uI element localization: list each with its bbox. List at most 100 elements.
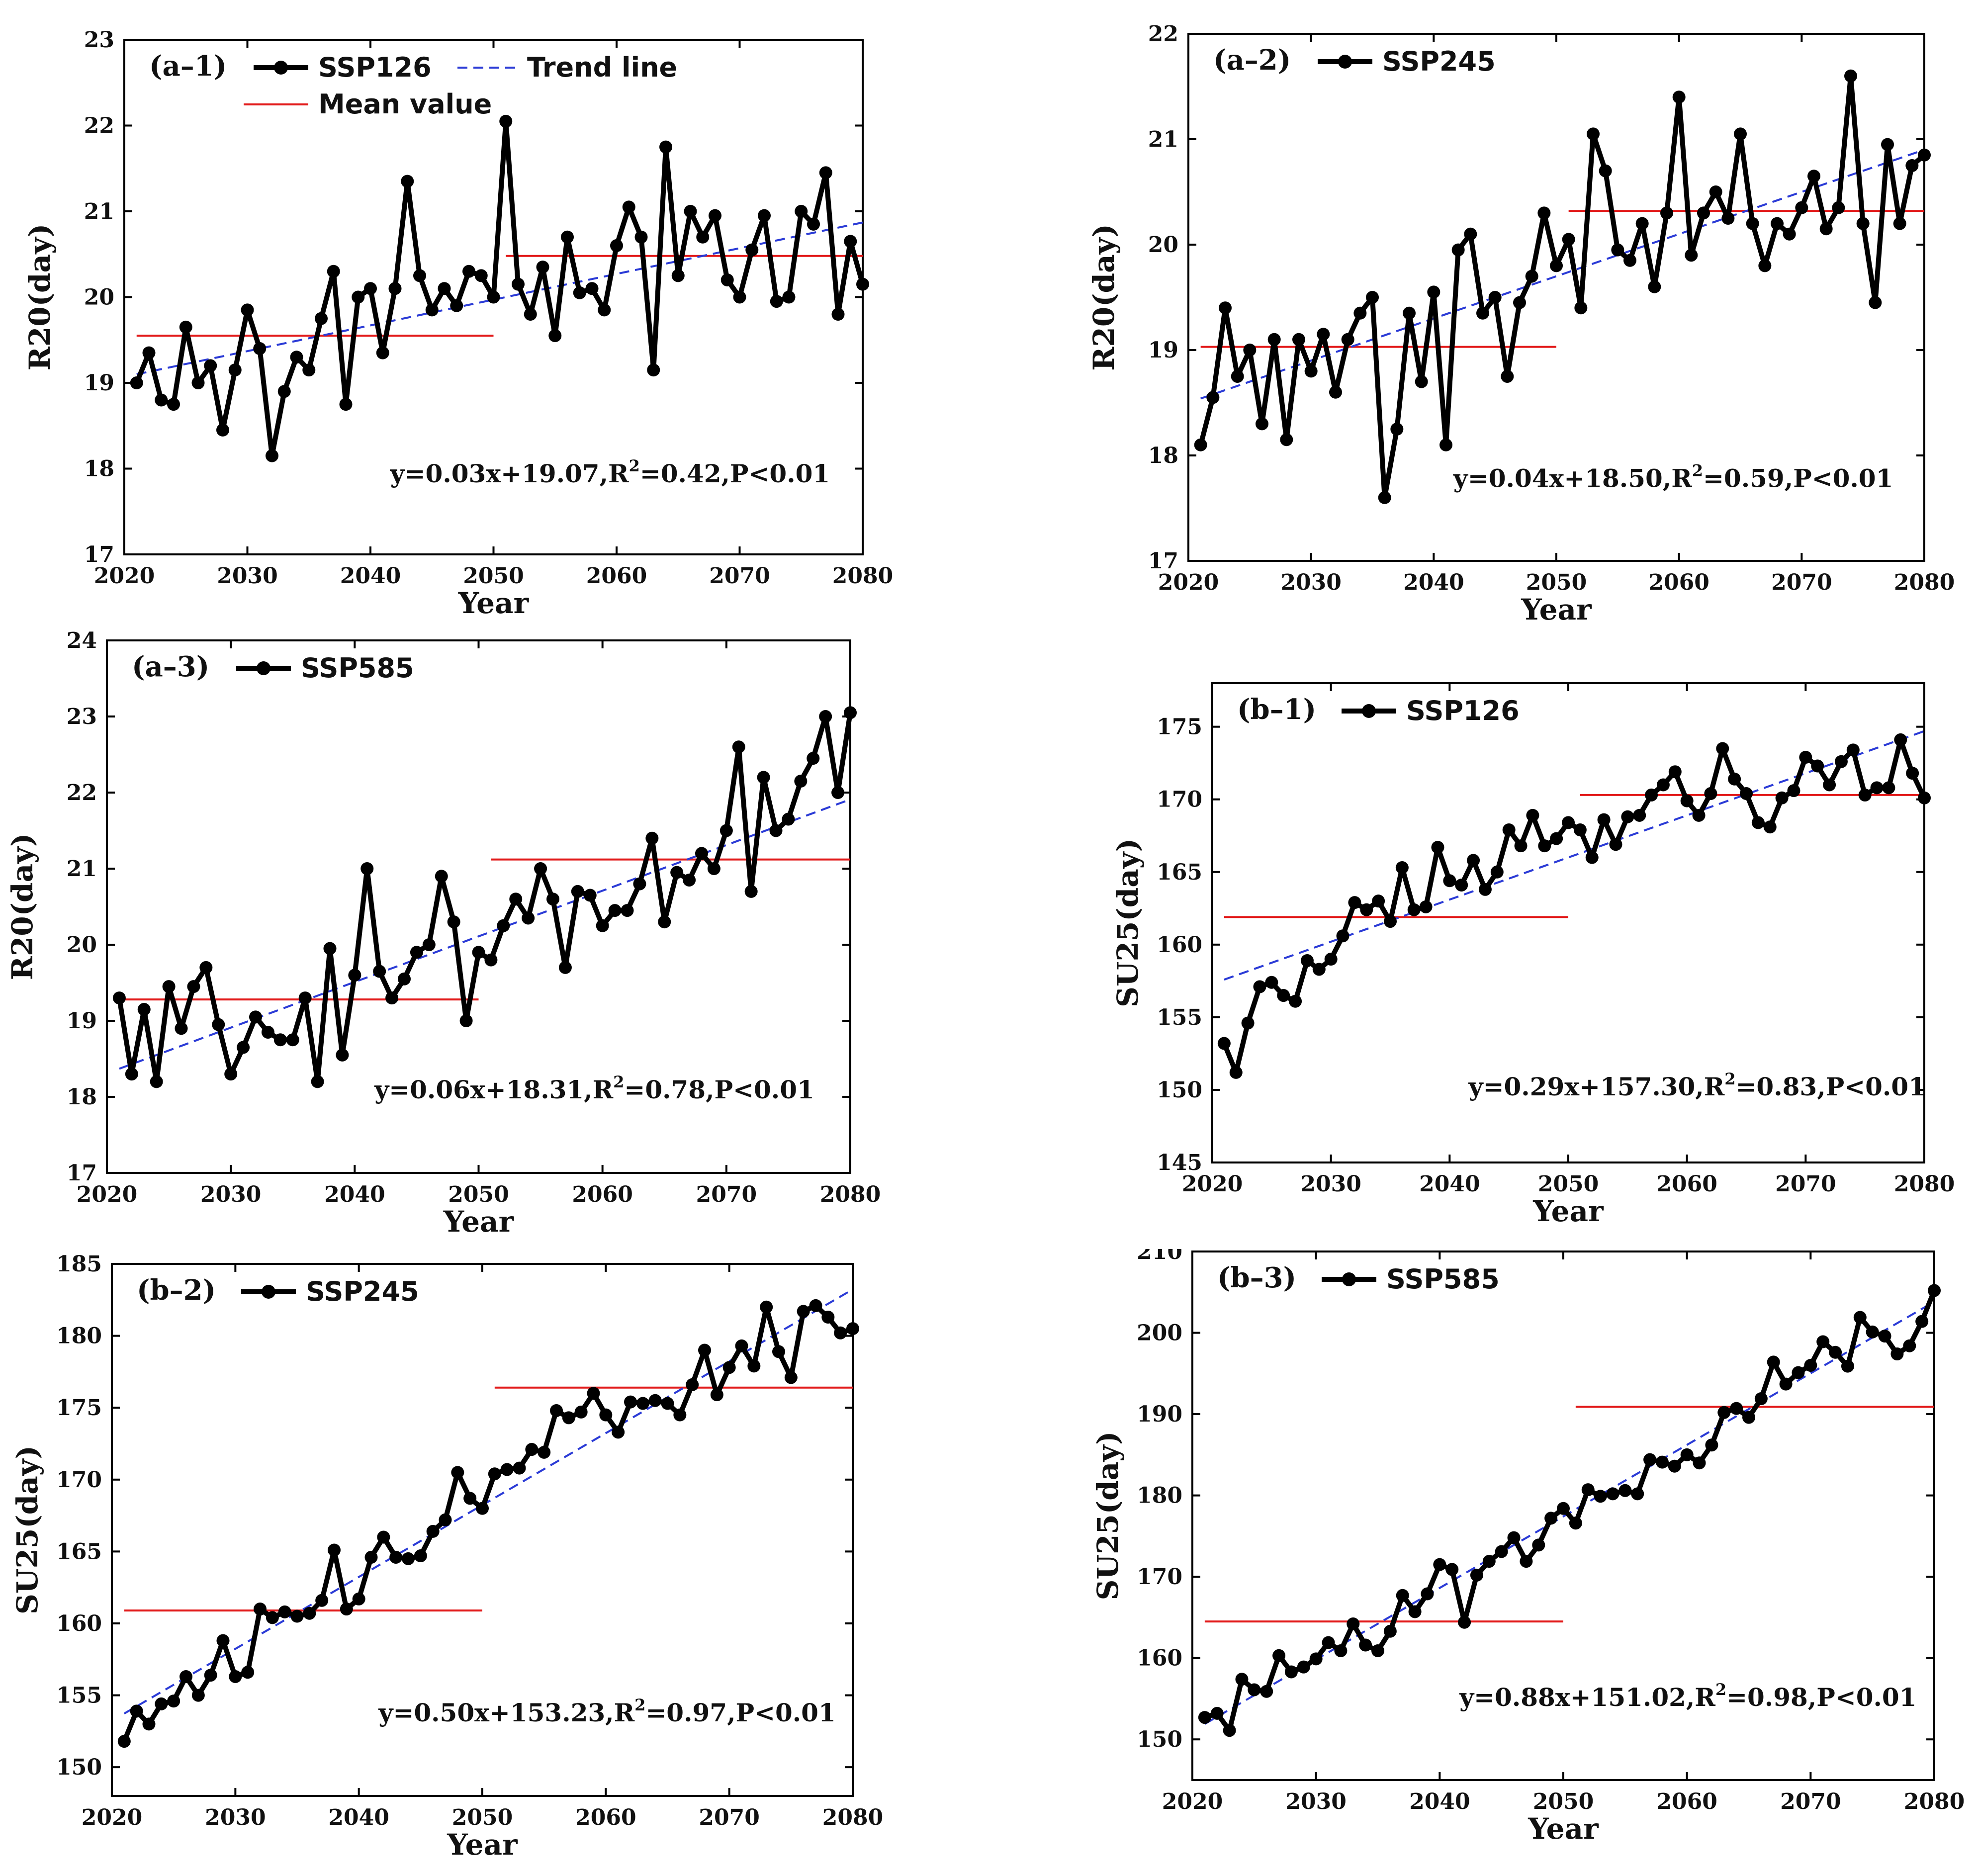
data-point <box>315 1594 329 1607</box>
data-point <box>513 1461 526 1475</box>
data-point <box>698 1343 711 1357</box>
data-point <box>1470 1568 1483 1582</box>
chart-a2: 2020 2030 2040 2050 2060 2070 2080 17 18 19 20 21 22… <box>1087 21 1955 626</box>
data-point <box>1823 778 1836 792</box>
data-point <box>130 376 143 389</box>
trend-line <box>1200 149 1925 400</box>
data-point <box>1464 227 1477 241</box>
data-point <box>155 1697 168 1710</box>
data-point <box>155 393 168 407</box>
data-point <box>303 1607 316 1620</box>
data-point <box>548 329 562 343</box>
panel-b2: 2020 2030 2040 2050 2060 2070 2080 150 155 160 165… <box>0 1249 990 1874</box>
y-tick-label: 210 <box>1137 1249 1182 1264</box>
data-point <box>254 1603 267 1616</box>
x-tick-label: 2070 <box>1771 570 1832 595</box>
data-point <box>1231 370 1244 383</box>
data-point <box>1408 1605 1422 1618</box>
data-point <box>1846 743 1860 757</box>
data-point <box>1609 838 1622 851</box>
data-point <box>758 209 771 222</box>
data-point <box>562 1411 575 1425</box>
x-tick-label: 2050 <box>1526 570 1587 595</box>
data-point <box>472 946 485 959</box>
legend-series-marker <box>1338 55 1352 69</box>
x-tick-label: 2070 <box>1780 1789 1841 1814</box>
data-point <box>459 1014 473 1027</box>
data-point <box>1366 291 1379 304</box>
data-point <box>142 1717 156 1731</box>
data-point <box>476 1502 489 1515</box>
x-tick-label: 2080 <box>1904 1789 1965 1814</box>
data-point <box>224 1068 238 1081</box>
data-point <box>1581 1483 1595 1497</box>
data-point <box>1767 1355 1780 1369</box>
data-point <box>710 1388 723 1402</box>
data-point <box>658 915 671 929</box>
x-tick-label: 2020 <box>77 1182 137 1207</box>
y-tick-label: 19 <box>1148 338 1178 363</box>
data-point <box>671 269 685 282</box>
data-point <box>760 1300 773 1314</box>
data-point <box>487 290 500 304</box>
data-point <box>1594 1490 1607 1503</box>
data-point <box>1324 953 1338 966</box>
data-point <box>1599 164 1612 178</box>
y-tick-label: 24 <box>67 628 97 653</box>
regression-equation: y=0.06x+18.31,R2=0.78,P<0.01 <box>374 1072 814 1104</box>
y-tick-label: 19 <box>67 1008 97 1034</box>
y-tick-label: 160 <box>1157 932 1202 958</box>
data-point <box>1792 1366 1805 1379</box>
data-point <box>277 385 291 398</box>
panel-a1: 2020 2030 2040 2050 2060 2070 2080 17 18 19 20 21 22… <box>0 0 990 625</box>
data-point <box>1569 1517 1582 1530</box>
x-tick-label: 2070 <box>1775 1171 1836 1197</box>
data-point <box>1304 364 1318 378</box>
data-point <box>1819 222 1833 236</box>
data-point <box>797 1305 810 1318</box>
legend-series-label: SSP585 <box>301 652 414 684</box>
data-point <box>336 1048 349 1062</box>
data-point <box>1869 296 1882 309</box>
data-point <box>1419 900 1433 913</box>
data-point <box>844 706 857 719</box>
data-point <box>1359 1638 1372 1652</box>
data-point <box>1300 954 1314 967</box>
data-point <box>1336 929 1349 943</box>
data-point <box>1775 791 1789 804</box>
data-point <box>1635 217 1649 230</box>
regression-equation: y=0.04x+18.50,R2=0.59,P<0.01 <box>1453 461 1893 493</box>
data-point <box>1538 839 1551 853</box>
data-point <box>683 873 696 887</box>
data-point <box>1217 1037 1231 1050</box>
y-tick-label: 180 <box>1137 1483 1182 1509</box>
x-tick-label: 2050 <box>448 1182 509 1207</box>
data-point <box>1243 344 1257 357</box>
data-point <box>373 965 386 978</box>
data-point <box>1292 333 1305 346</box>
panel-label: (a–1) <box>149 50 227 83</box>
data-point <box>1482 1555 1496 1568</box>
data-point <box>401 175 414 188</box>
data-point <box>1253 980 1266 993</box>
data-point <box>500 1463 514 1476</box>
data-point <box>744 885 758 898</box>
regression-equation: y=0.50x+153.23,R2=0.97,P<0.01 <box>378 1696 835 1727</box>
series-line <box>1222 737 1927 1075</box>
data-point <box>1585 851 1599 864</box>
data-point <box>1587 127 1600 141</box>
x-tick-label: 2080 <box>822 1805 883 1830</box>
data-point <box>608 904 622 917</box>
data-point <box>1829 1345 1842 1359</box>
legend-series-marker <box>274 61 288 75</box>
data-point <box>191 1689 205 1702</box>
data-point <box>1730 1402 1743 1415</box>
data-point <box>1870 781 1884 795</box>
data-point <box>1322 1636 1335 1649</box>
data-point <box>450 299 463 312</box>
data-point <box>1317 328 1330 341</box>
data-point <box>1779 1377 1793 1391</box>
data-point <box>1248 1683 1261 1697</box>
data-point <box>229 1670 242 1683</box>
